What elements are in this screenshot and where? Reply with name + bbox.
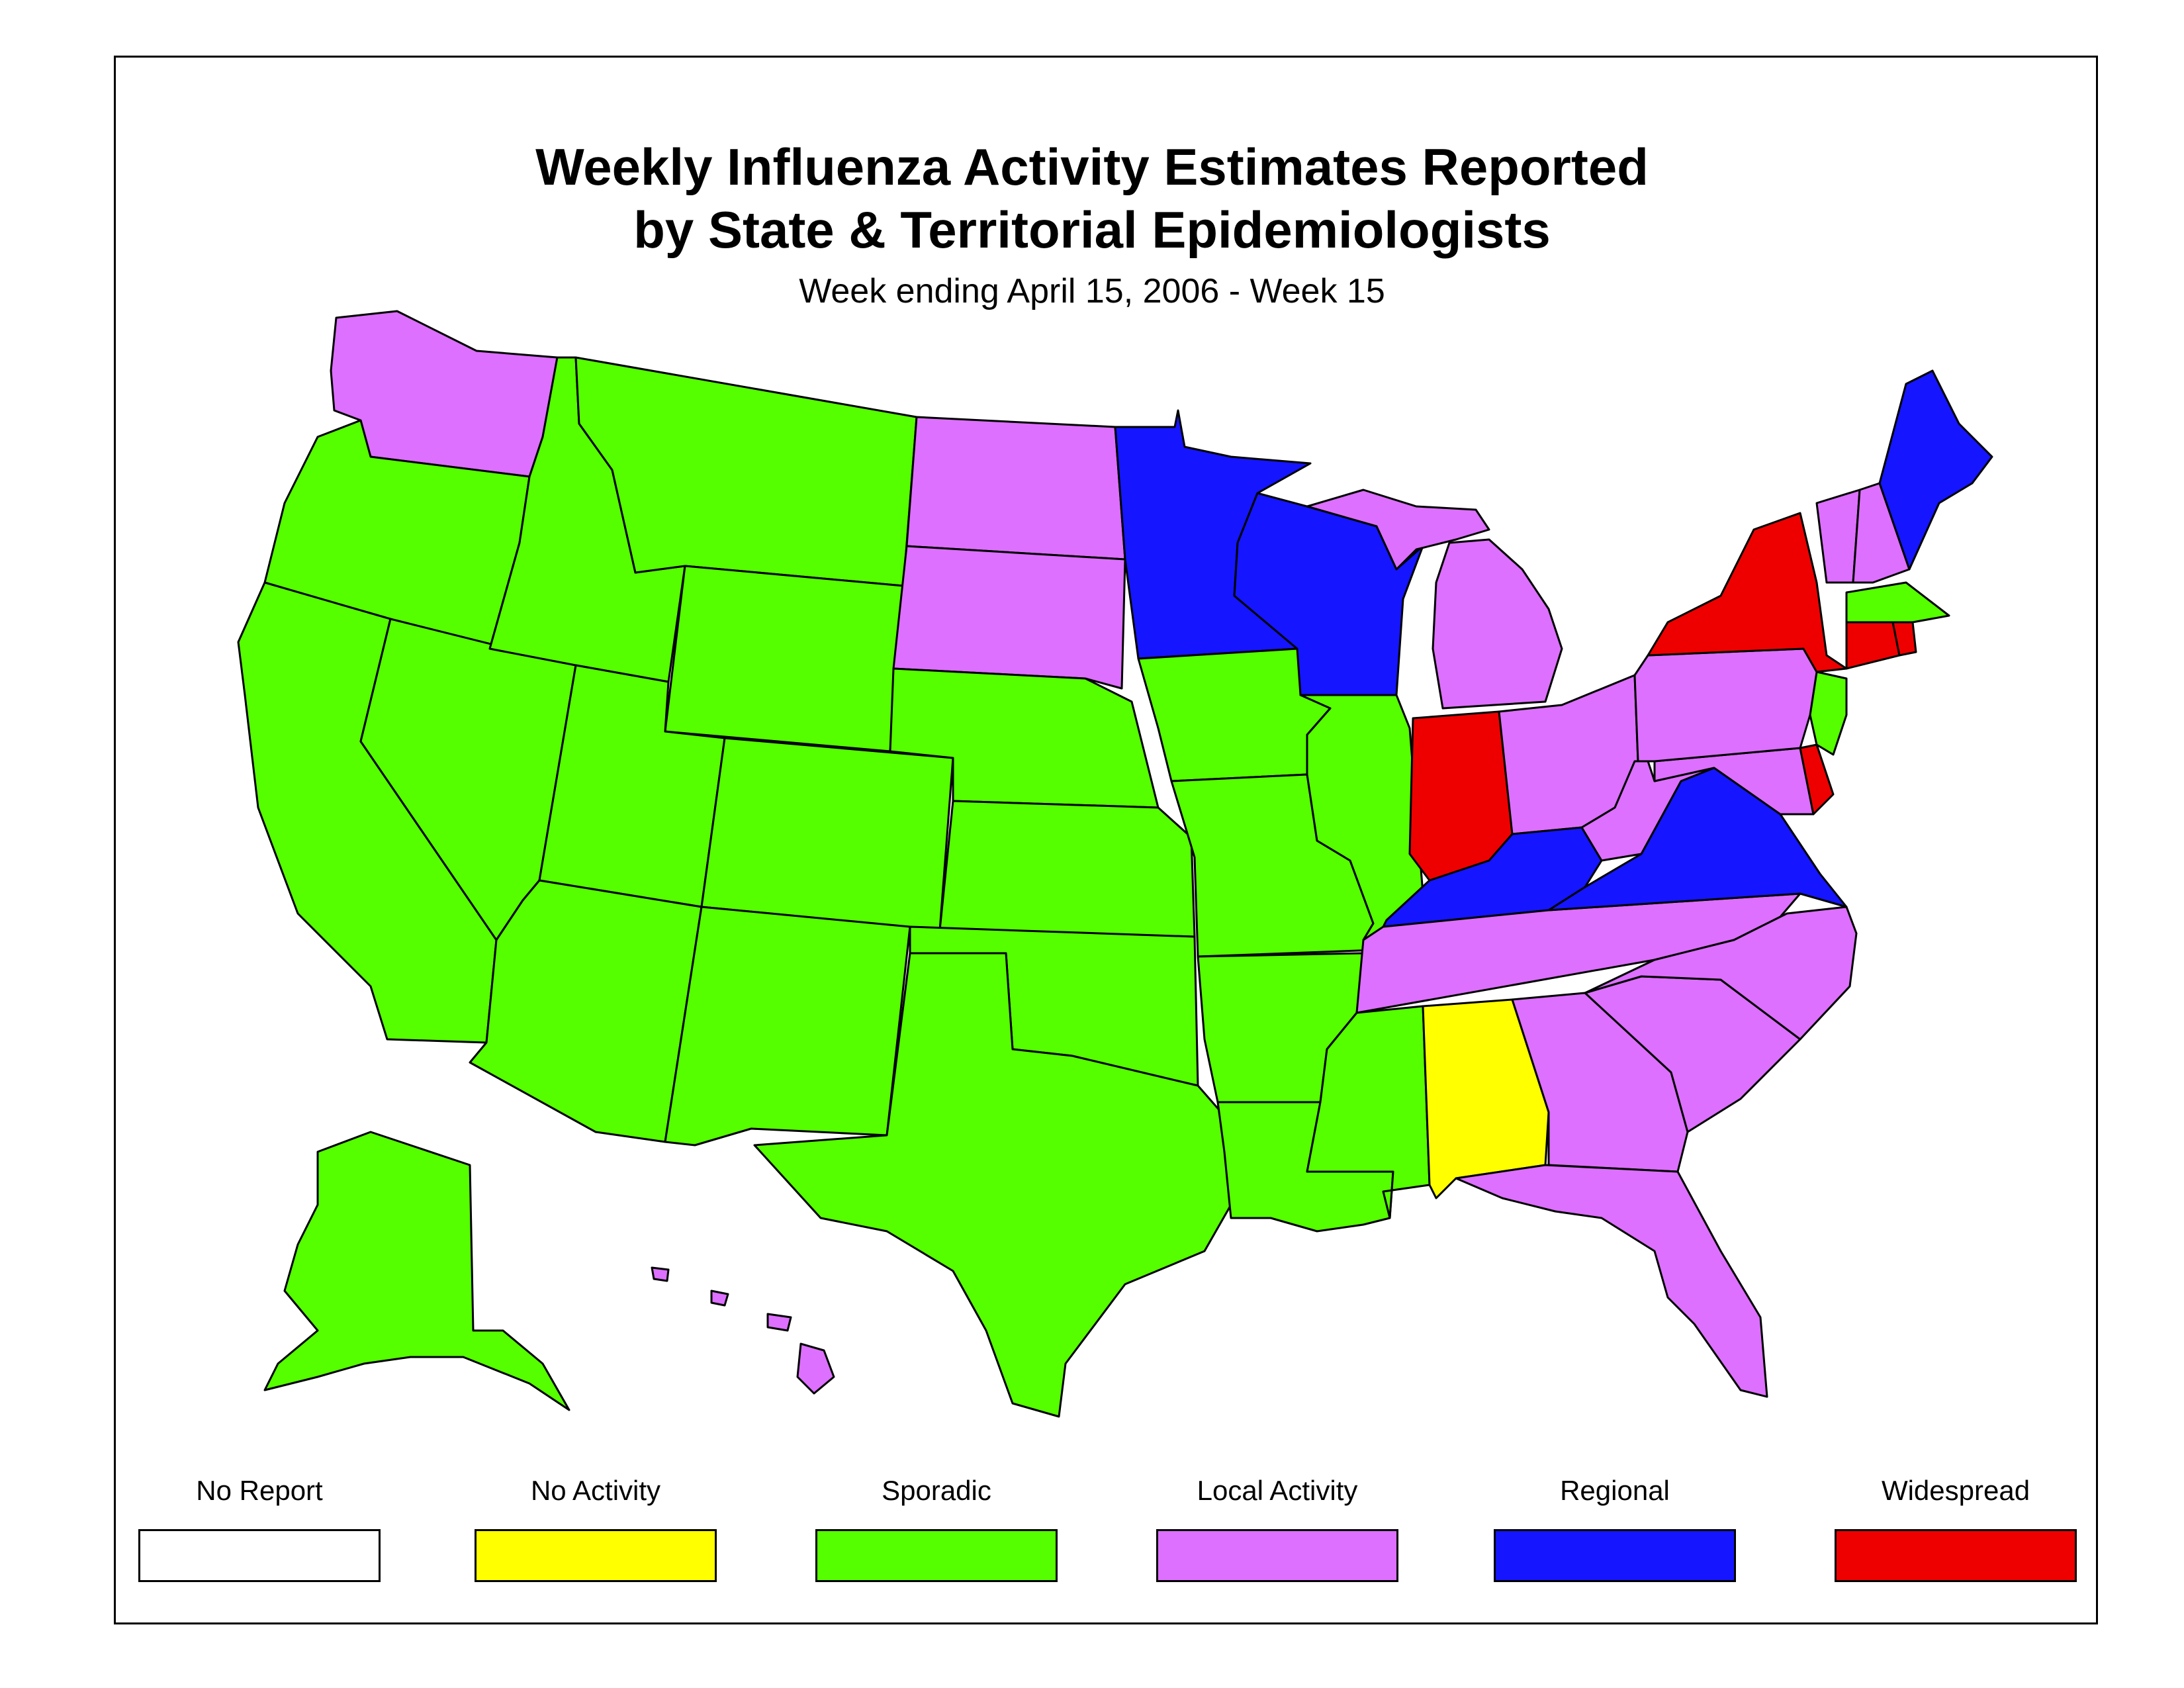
state-connecticut (1845, 621, 1901, 670)
state-florida (1455, 1164, 1768, 1398)
legend-label-widespread: Widespread (1881, 1475, 2030, 1506)
legend-label-noact: No Activity (530, 1475, 661, 1506)
state-pennsylvania (1633, 647, 1818, 763)
legend-swatch-none (138, 1529, 381, 1582)
legend-label-none: No Report (196, 1475, 323, 1506)
state-new-york (1647, 512, 1848, 673)
state-new-hampshire (1852, 482, 1911, 584)
title-line-1: Weekly Influenza Activity Estimates Repo… (535, 138, 1649, 196)
legend-label-sporadic: Sporadic (882, 1475, 991, 1506)
state-michigan-lower (1432, 538, 1563, 710)
state-north-carolina (1584, 906, 1858, 1041)
state-wyoming (664, 565, 905, 753)
legend-swatch-sporadic (815, 1529, 1058, 1582)
state-massachusetts (1845, 581, 1950, 624)
state-texas (753, 952, 1232, 1418)
legend-swatch-widespread (1835, 1529, 2077, 1582)
state-hawaii-kauai (651, 1266, 670, 1282)
state-rhode-island (1891, 621, 1917, 657)
title-line-2: by State & Territorial Epidemiologists (633, 201, 1551, 259)
legend-label-regional: Regional (1560, 1475, 1670, 1506)
state-south-dakota (892, 545, 1126, 690)
state-hawaii-big (796, 1342, 835, 1395)
state-new-mexico (664, 906, 911, 1147)
legend-swatch-noact (475, 1529, 717, 1582)
state-michigan-upper (1306, 489, 1490, 571)
state-hawaii-oahu (710, 1289, 729, 1307)
legend-swatch-regional (1494, 1529, 1736, 1582)
state-maine (1878, 369, 1993, 571)
state-delaware (1799, 743, 1835, 816)
legend-label-local: Local Activity (1197, 1475, 1358, 1506)
state-kansas (938, 800, 1196, 938)
state-alaska (263, 1131, 570, 1411)
state-colorado (700, 737, 954, 931)
map-title: Weekly Influenza Activity Estimates Repo… (0, 136, 2184, 261)
state-north-dakota (905, 416, 1126, 561)
map-subtitle: Week ending April 15, 2006 - Week 15 (799, 272, 1385, 310)
map-frame (114, 56, 2098, 1624)
state-hawaii-maui (766, 1313, 792, 1332)
legend-swatch-local (1156, 1529, 1398, 1582)
